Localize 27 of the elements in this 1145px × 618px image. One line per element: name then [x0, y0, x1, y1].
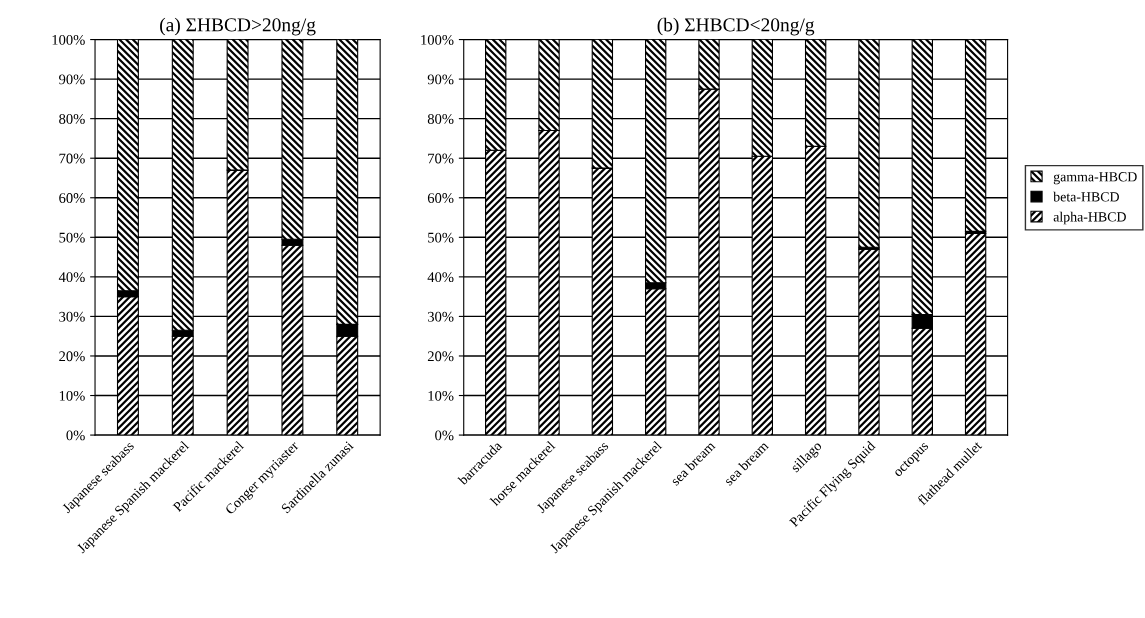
y-tick-label: 90%: [59, 74, 85, 85]
y-tick-label: 20%: [427, 351, 454, 362]
y-tick-label: 30%: [59, 311, 85, 322]
y-tick-label: 50%: [59, 232, 85, 243]
legend-label: beta-HBCD: [1053, 191, 1119, 202]
y-tick-label: 70%: [428, 153, 454, 164]
y-tick-label: 80%: [427, 114, 454, 124]
y-tick-label: 100%: [52, 34, 85, 45]
y-tick-label: 60%: [427, 193, 454, 204]
y-tick-label: 90%: [427, 74, 454, 85]
y-tick-label: 0%: [66, 430, 85, 441]
legend-label: alpha-HBCD: [1053, 211, 1126, 225]
y-tick-label: 20%: [59, 351, 85, 362]
y-tick-label: 40%: [58, 272, 85, 283]
chart-title: (b) ΣHBCD<20ng/g: [657, 17, 815, 36]
y-tick-label: 10%: [428, 390, 454, 401]
legend-label: gamma-HBCD: [1053, 172, 1137, 185]
y-tick-label: 80%: [59, 114, 85, 124]
y-tick-label: 100%: [421, 34, 454, 45]
y-tick-label: 60%: [59, 193, 85, 204]
chart-title: (a) ΣHBCD>20ng/g: [160, 17, 316, 36]
y-tick-label: 10%: [59, 390, 85, 401]
y-tick-label: 70%: [59, 153, 85, 164]
y-tick-label: 0%: [435, 430, 454, 441]
y-tick-label: 50%: [428, 232, 454, 243]
y-tick-label: 30%: [427, 311, 454, 322]
y-tick-label: 40%: [427, 272, 454, 283]
